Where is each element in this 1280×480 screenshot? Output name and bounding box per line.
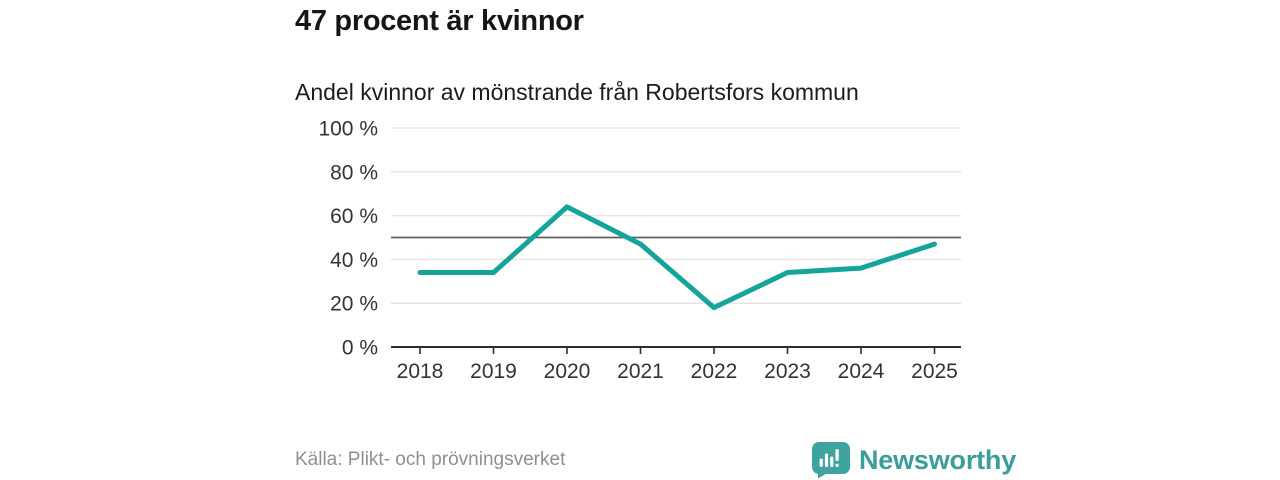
newsworthy-brand: Newsworthy	[812, 442, 1016, 479]
x-tick-label: 2020	[544, 360, 591, 383]
x-tick-label: 2019	[470, 360, 517, 383]
chart-title: 47 procent är kvinnor	[295, 5, 584, 37]
x-tick-label: 2025	[911, 360, 958, 383]
chart-subtitle: Andel kvinnor av mönstrande från Roberts…	[295, 79, 859, 105]
source-note: Källa: Plikt- och prövningsverket	[295, 449, 566, 470]
y-tick-label: 40 %	[330, 249, 378, 272]
x-tick-label: 2023	[764, 360, 811, 383]
newsworthy-logo-icon	[812, 442, 850, 479]
x-tick-label: 2021	[617, 360, 664, 383]
data-line	[417, 204, 937, 311]
y-tick-label: 80 %	[330, 161, 378, 184]
y-tick-label: 60 %	[330, 205, 378, 228]
y-tick-label: 20 %	[330, 293, 378, 316]
brand-name: Newsworthy	[859, 445, 1017, 475]
y-tick-label: 100 %	[318, 118, 378, 141]
x-tick-label: 2024	[838, 360, 885, 383]
x-tick-label: 2022	[691, 360, 738, 383]
x-tick-label: 2018	[397, 360, 444, 383]
y-tick-label: 0 %	[342, 337, 378, 360]
